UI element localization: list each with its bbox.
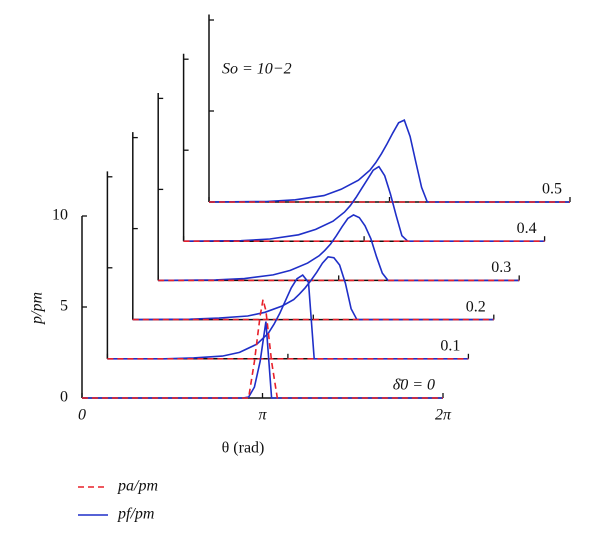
curve: [132, 255, 494, 321]
x-axis-label: θ (rad): [222, 440, 265, 457]
x-tick-label: 2π: [435, 407, 452, 424]
curve: [183, 165, 545, 242]
curve: [107, 274, 469, 360]
legend-label: pf/pm: [117, 506, 154, 523]
annotation: So = 10−2: [222, 61, 292, 78]
curve: [82, 321, 443, 399]
legend-label: pa/pm: [117, 478, 158, 495]
x-tick-label: 0: [78, 407, 86, 424]
depth-label: 0.1: [440, 337, 460, 354]
depth-label: δ̄0 = 0: [393, 377, 435, 394]
y-axis-label: p/pm: [29, 292, 46, 325]
y-tick-label: 0: [60, 389, 68, 406]
depth-label: 0.5: [542, 181, 562, 198]
depth-label: 0.4: [517, 220, 537, 237]
y-tick-label: 5: [60, 298, 68, 315]
curve: [82, 299, 443, 399]
depth-label: 0.2: [466, 298, 486, 315]
curve: [158, 213, 520, 282]
depth-label: 0.3: [491, 259, 511, 276]
y-tick-label: 10: [52, 207, 68, 224]
x-tick-label: π: [258, 407, 267, 424]
